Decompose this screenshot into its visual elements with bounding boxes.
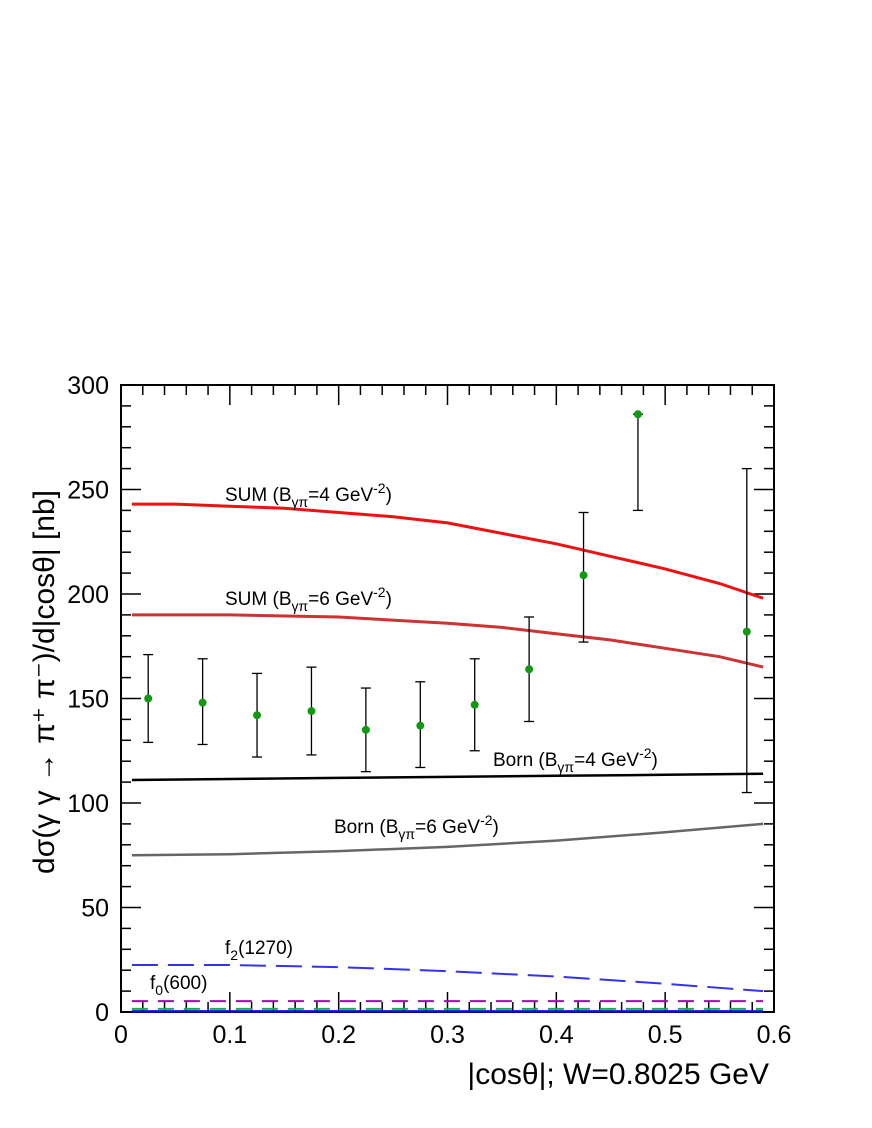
label-subscript: γπ (292, 494, 309, 510)
y-tick-label: 150 (67, 686, 109, 714)
label-main: f (150, 973, 156, 994)
label-main: Born (B (493, 750, 557, 771)
label-subscript: γπ (398, 826, 415, 842)
y-tick-label: 200 (67, 581, 109, 609)
curve-label: f0(600) (150, 973, 207, 998)
x-tick-label: 0.4 (539, 1021, 574, 1049)
label-subscript: γπ (557, 759, 574, 775)
axis-ticks (120, 384, 775, 1013)
label-superscript: -2 (639, 745, 652, 761)
y-tick-label: 50 (81, 895, 109, 923)
model-curves (131, 502, 764, 1013)
data-point (633, 410, 642, 419)
label-main: SUM (B (225, 589, 292, 610)
label-rest: =4 GeV (574, 750, 639, 771)
label-main: Born (B (334, 817, 398, 838)
data-point (525, 665, 534, 674)
label-main: SUM (B (225, 485, 292, 506)
label-rest: =4 GeV (308, 485, 373, 506)
data-point (361, 725, 370, 734)
label-end: ) (652, 750, 658, 771)
data-point (742, 627, 751, 636)
curve-label: Born (Bγπ=6 GeV-2) (334, 812, 499, 842)
data-point (470, 700, 479, 709)
x-tick-label: 0.5 (648, 1021, 683, 1049)
label-subscript: 0 (155, 982, 163, 998)
label-superscript: -2 (480, 812, 493, 828)
data-points (143, 410, 752, 794)
series-line (131, 772, 764, 782)
data-point (198, 698, 207, 707)
label-end: ) (386, 485, 392, 506)
curve-label: SUM (Bγπ=6 GeV-2) (225, 584, 392, 614)
y-tick-label: 100 (67, 790, 109, 818)
curve-label: SUM (Bγπ=4 GeV-2) (225, 480, 392, 510)
curve-label: Born (Bγπ=4 GeV-2) (493, 745, 658, 775)
x-tick-label: 0 (114, 1021, 128, 1049)
label-rest: =6 GeV (308, 589, 373, 610)
y-tick-label: 0 (95, 999, 109, 1027)
x-tick-label: 0.2 (321, 1021, 356, 1049)
curve-labels: SUM (Bγπ=4 GeV-2)SUM (Bγπ=6 GeV-2)Born (… (150, 480, 658, 998)
label-superscript: -2 (373, 480, 386, 496)
data-point (253, 711, 262, 720)
curve-label: f2(1270) (225, 938, 293, 963)
y-axis-title: dσ(γ γ → π⁺ π⁻)/d|cosθ| [nb] (28, 490, 61, 874)
series-line (131, 502, 764, 600)
y-tick-label: 250 (67, 477, 109, 505)
data-point (307, 707, 316, 716)
label-rest: =6 GeV (415, 817, 480, 838)
label-superscript: -2 (373, 584, 386, 600)
y-tick-label: 300 (67, 372, 109, 400)
series-line (131, 822, 764, 857)
data-point (416, 721, 425, 730)
label-rest: (1270) (238, 938, 293, 959)
label-end: ) (386, 589, 392, 610)
data-point (579, 571, 588, 580)
series-line (131, 964, 764, 993)
label-end: ) (493, 817, 499, 838)
series-line (131, 613, 764, 669)
tick-labels: 0 0.1 0.2 0.3 0.4 0.5 0.6 0 50 100 150 200 250 300 (67, 372, 791, 1049)
x-axis-title: |cosθ|; W=0.8025 GeV (467, 1058, 769, 1091)
label-subscript: γπ (292, 598, 309, 614)
x-tick-label: 0.3 (430, 1021, 465, 1049)
x-tick-label: 0.1 (212, 1021, 247, 1049)
data-point (144, 694, 153, 703)
plot-frame (120, 384, 775, 1013)
label-main: f (225, 938, 231, 959)
label-rest: (600) (163, 973, 207, 994)
x-tick-label: 0.6 (757, 1021, 792, 1049)
label-subscript: 2 (230, 947, 238, 963)
